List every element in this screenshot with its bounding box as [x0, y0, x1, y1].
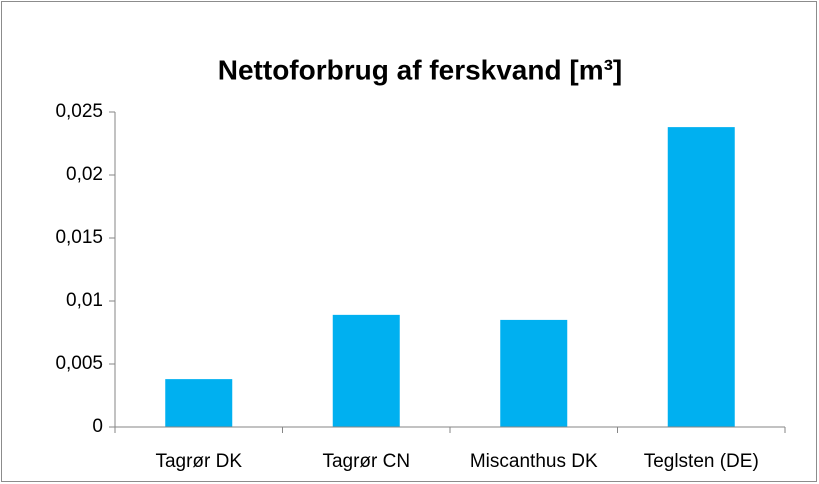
y-tick-label: 0,005: [55, 353, 103, 374]
bar: [667, 127, 735, 428]
y-tick-label: 0,025: [55, 101, 103, 122]
bar: [165, 379, 233, 427]
bar: [332, 314, 400, 427]
y-tick-label: 0,015: [55, 227, 103, 248]
x-tick-label: Tagrør CN: [322, 451, 410, 472]
y-tick-label: 0: [92, 416, 103, 437]
x-tick-label: Miscanthus DK: [470, 451, 598, 472]
x-tick-label: Tagrør DK: [155, 451, 242, 472]
bar: [500, 319, 568, 427]
x-tick-label: Teglsten (DE): [644, 451, 759, 472]
y-tick-label: 0,02: [66, 164, 103, 185]
chart-title: Nettoforbrug af ferskvand [m³]: [218, 54, 622, 85]
y-tick-label: 0,01: [66, 290, 103, 311]
